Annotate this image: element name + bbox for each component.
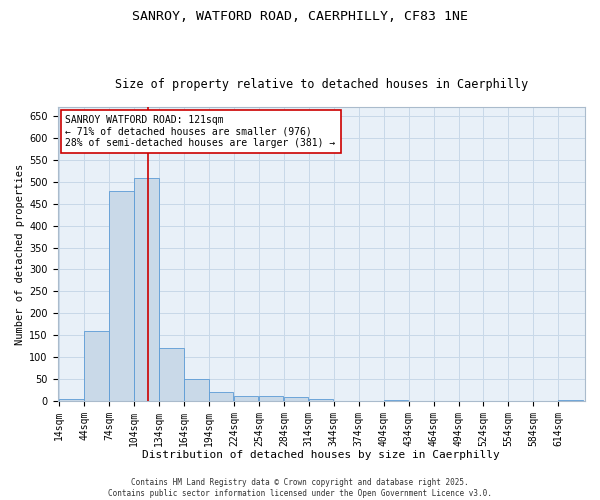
Bar [84, 331, 109, 401]
Bar [59, 398, 84, 401]
Bar [559, 400, 583, 401]
Text: SANROY, WATFORD ROAD, CAERPHILLY, CF83 1NE: SANROY, WATFORD ROAD, CAERPHILLY, CF83 1… [132, 10, 468, 23]
Bar [309, 398, 334, 401]
Text: Contains HM Land Registry data © Crown copyright and database right 2025.
Contai: Contains HM Land Registry data © Crown c… [108, 478, 492, 498]
Text: SANROY WATFORD ROAD: 121sqm
← 71% of detached houses are smaller (976)
28% of se: SANROY WATFORD ROAD: 121sqm ← 71% of det… [65, 115, 335, 148]
Bar [234, 396, 259, 401]
Bar [184, 379, 209, 401]
Bar [209, 392, 233, 401]
Bar [134, 178, 158, 401]
Bar [159, 348, 184, 401]
Title: Size of property relative to detached houses in Caerphilly: Size of property relative to detached ho… [115, 78, 528, 91]
Bar [259, 396, 283, 401]
X-axis label: Distribution of detached houses by size in Caerphilly: Distribution of detached houses by size … [142, 450, 500, 460]
Y-axis label: Number of detached properties: Number of detached properties [15, 164, 25, 345]
Bar [383, 400, 408, 401]
Bar [284, 398, 308, 401]
Bar [109, 190, 134, 401]
